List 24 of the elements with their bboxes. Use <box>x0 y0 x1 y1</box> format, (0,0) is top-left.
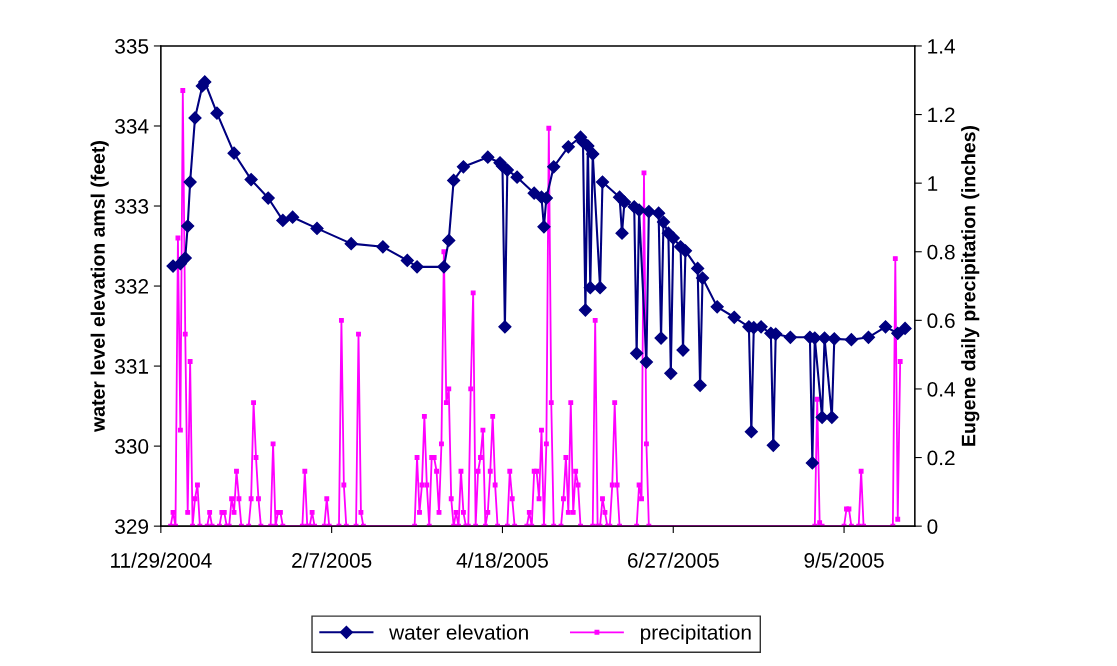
y-axis-title: water level elevation amsl (feet) <box>90 141 109 432</box>
x-tick-label: 2/7/2005 <box>292 552 372 568</box>
y2-tick-label: 0.2 <box>927 450 955 466</box>
y2-tick-label: 0.8 <box>927 244 955 260</box>
x-tick-label: 4/18/2005 <box>456 552 548 568</box>
y2-axis-title: Eugene daily precipitation (inches) <box>961 126 980 446</box>
y2-tick-label: 0.6 <box>927 313 955 329</box>
legend-label: water elevation <box>389 624 528 640</box>
x-tick-label: 6/27/2005 <box>627 552 719 568</box>
y-tick-label: 335 <box>115 38 149 54</box>
y2-tick-label: 1 <box>928 176 938 191</box>
y2-tick-label: 1.2 <box>928 107 955 123</box>
y-tick-label: 334 <box>115 118 149 134</box>
y2-tick-label: 1.4 <box>928 39 955 54</box>
y-tick-label: 330 <box>115 439 149 454</box>
y-tick-label: 331 <box>115 359 149 374</box>
x-tick-label: 11/29/2004 <box>111 552 212 568</box>
y-tick-label: 333 <box>115 199 149 214</box>
y2-tick-label: 0 <box>927 519 938 534</box>
legend-label: precipitation <box>640 624 751 644</box>
x-tick-label: 9/5/2005 <box>804 552 884 568</box>
y-tick-label: 329 <box>115 519 149 534</box>
y2-tick-label: 0.4 <box>927 381 955 397</box>
y-tick-label: 332 <box>115 279 148 294</box>
